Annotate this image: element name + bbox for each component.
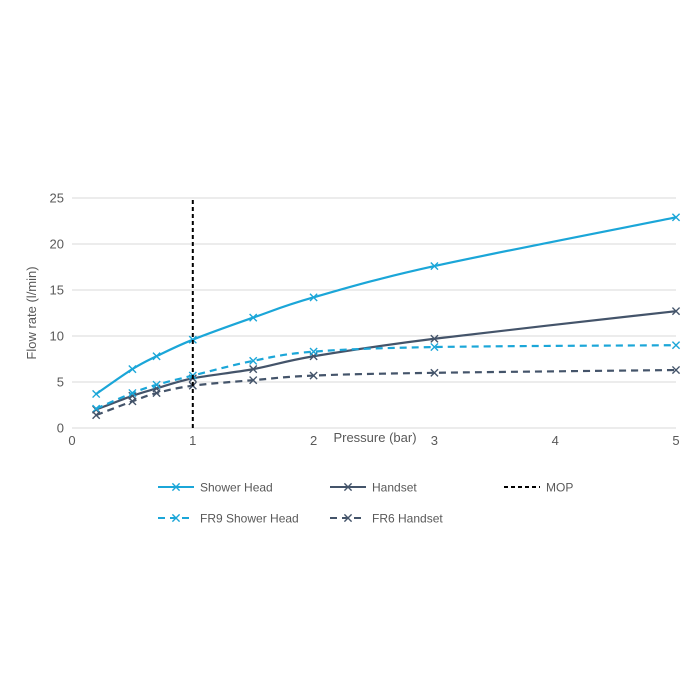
axes: 0 5 10 15 20 25 0 1 2 3 4 5 — [50, 191, 680, 449]
legend-label-fr6-handset: FR6 Handset — [372, 512, 443, 526]
point-shower-head-1 — [128, 365, 137, 374]
legend-label-handset: Handset — [372, 481, 417, 495]
point-fr6-handset-2 — [152, 388, 161, 398]
point-shower-head-7 — [671, 213, 681, 222]
legend-marker-handset — [343, 482, 353, 492]
y-tick-label-10: 10 — [50, 329, 64, 344]
point-fr9-shower-head-7 — [671, 341, 681, 350]
legend-label-shower-head: Shower Head — [200, 481, 273, 495]
point-fr9-shower-head-6 — [430, 342, 439, 352]
y-tick-label-0: 0 — [57, 421, 64, 436]
point-fr6-handset-0 — [92, 411, 101, 420]
point-fr9-shower-head-1 — [128, 388, 137, 398]
point-fr6-handset-6 — [430, 368, 439, 377]
point-handset-6 — [430, 334, 439, 343]
point-fr6-handset-4 — [249, 376, 258, 385]
y-tick-label-25: 25 — [50, 191, 64, 206]
point-fr6-handset-5 — [309, 371, 318, 380]
x-tick-label-4: 4 — [552, 433, 559, 448]
point-handset-7 — [671, 307, 681, 316]
series-line-fr9-shower-head — [95, 344, 677, 410]
point-shower-head-2 — [152, 352, 161, 361]
legend-item-shower-head: Shower Head — [158, 481, 273, 495]
point-shower-head-5 — [309, 293, 318, 302]
x-tick-label-3: 3 — [431, 433, 438, 448]
point-shower-head-0 — [92, 389, 101, 399]
point-handset-4 — [249, 365, 258, 374]
point-fr9-shower-head-4 — [249, 356, 258, 365]
point-fr6-handset-7 — [671, 365, 681, 375]
gridlines — [72, 197, 676, 383]
point-fr9-shower-head-2 — [152, 380, 161, 389]
y-tick-label-20: 20 — [50, 237, 64, 252]
legend-marker-fr9-shower-head — [171, 513, 181, 523]
series-line-fr6-handset — [95, 368, 677, 417]
legend: Shower Head Handset MOP FR9 Shower Head FR6 … — [158, 481, 573, 526]
point-shower-head-4 — [249, 313, 258, 322]
x-tick-label-2: 2 — [310, 433, 317, 448]
y-tick-label-15: 15 — [50, 283, 64, 298]
x-tick-label-5: 5 — [672, 433, 679, 448]
legend-item-fr9-shower-head: FR9 Shower Head — [158, 512, 299, 526]
x-tick-label-0: 0 — [68, 433, 75, 448]
y-axis-title: Flow rate (l/min) — [24, 266, 39, 359]
point-fr6-handset-1 — [128, 397, 137, 406]
point-shower-head-3 — [188, 335, 197, 344]
legend-item-mop: MOP — [504, 481, 573, 495]
legend-marker-fr6-handset — [343, 513, 353, 523]
legend-item-fr6-handset: FR6 Handset — [330, 512, 443, 526]
legend-label-mop: MOP — [546, 481, 573, 495]
x-tick-label-1: 1 — [189, 433, 196, 448]
y-tick-label-5: 5 — [57, 375, 64, 390]
point-shower-head-6 — [430, 261, 439, 271]
series-line-handset — [95, 310, 677, 411]
legend-marker-shower-head — [171, 482, 181, 492]
point-fr9-shower-head-5 — [309, 347, 318, 356]
legend-item-handset: Handset — [330, 481, 417, 495]
series-layer — [92, 198, 681, 428]
point-fr9-shower-head-0 — [92, 404, 101, 413]
legend-label-fr9-shower-head: FR9 Shower Head — [200, 512, 299, 526]
x-axis-title: Pressure (bar) — [333, 430, 416, 445]
